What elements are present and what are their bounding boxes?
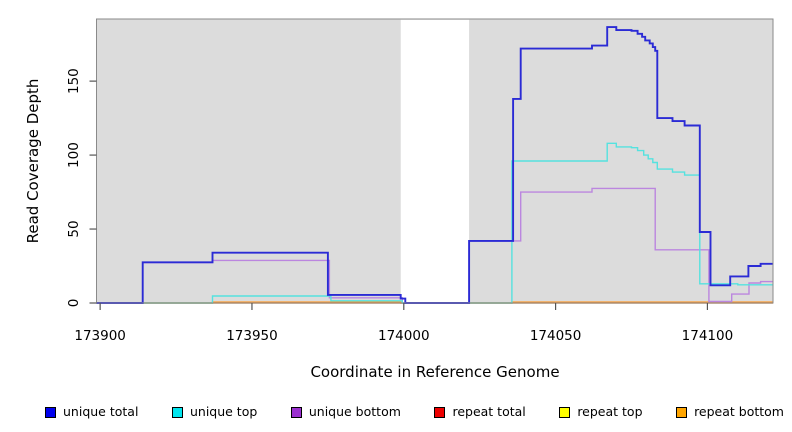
legend-label: unique bottom [308,403,401,419]
missing-data-band [400,19,470,304]
legend-label: repeat bottom [694,403,784,419]
legend-label: unique top [189,403,258,419]
plot-border [96,18,774,304]
x-tick-label: 174050 [530,328,582,344]
x-tick-label: 173950 [226,328,278,344]
y-tick-label: 150 [66,68,82,94]
series-line-unique-bottom [96,187,773,304]
legend-item-repeat-bottom: repeat bottom [676,403,784,419]
x-tick-label: 174100 [682,328,734,344]
legend-item-unique-bottom: unique bottom [290,403,401,419]
chart-legend: unique total unique top unique bottom repea… [45,403,784,421]
legend-swatch-icon [45,406,56,418]
y-tick-label: 100 [66,142,82,168]
legend-label: unique total [63,403,139,419]
legend-item-repeat-total: repeat total [434,403,526,419]
y-tick-label: 0 [66,299,82,308]
legend-swatch-icon [171,406,183,418]
legend-item-unique-total: unique total [45,403,139,419]
legend-swatch-icon [559,406,571,418]
legend-item-repeat-top: repeat top [559,403,643,419]
legend-swatch-icon [434,406,446,418]
y-tick-label: 50 [66,220,82,237]
y-axis-title: Read Coverage Depth [24,78,42,244]
legend-label: repeat top [577,403,643,419]
legend-swatch-icon [676,406,688,418]
x-axis-title: Coordinate in Reference Genome [310,363,560,381]
x-tick-label: 174000 [378,328,430,344]
legend-label: repeat total [452,403,526,419]
legend-swatch-icon [290,406,302,418]
legend-item-unique-top: unique top [171,403,258,419]
series-line-unique-top [96,142,773,304]
x-tick-label: 173900 [74,328,126,344]
series-line-unique-total [96,26,773,304]
